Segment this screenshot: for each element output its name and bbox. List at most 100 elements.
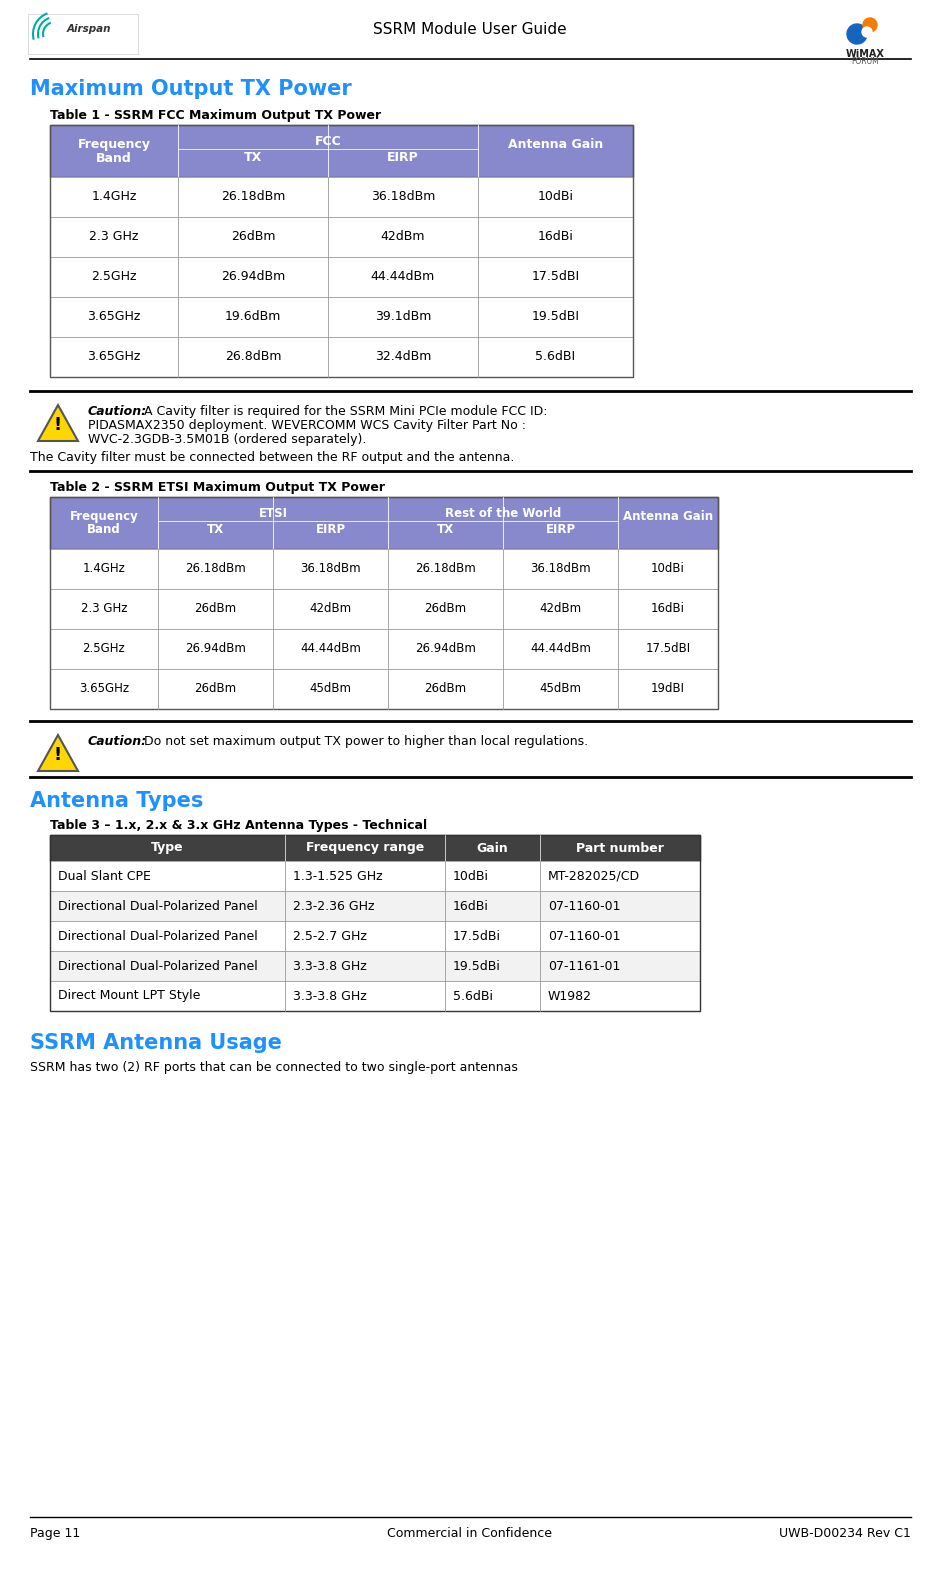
Bar [50, 921, 700, 951]
Text: 10dBi: 10dBi [453, 869, 489, 882]
Text: !: ! [54, 416, 62, 435]
Text: Commercial in Confidence: Commercial in Confidence [388, 1527, 552, 1541]
Text: 2.3-2.36 GHz: 2.3-2.36 GHz [293, 899, 375, 913]
Text: 45dBm: 45dBm [310, 683, 352, 695]
Text: Directional Dual-Polarized Panel: Directional Dual-Polarized Panel [58, 960, 258, 973]
Text: SSRM Module User Guide: SSRM Module User Guide [374, 22, 566, 36]
Text: EIRP: EIRP [315, 522, 345, 537]
Text: Table 1 - SSRM FCC Maximum Output TX Power: Table 1 - SSRM FCC Maximum Output TX Pow… [50, 108, 381, 122]
Text: W1982: W1982 [548, 990, 592, 1003]
Text: Frequency range: Frequency range [306, 841, 424, 855]
Text: Do not set maximum output TX power to higher than local regulations.: Do not set maximum output TX power to hi… [140, 734, 588, 748]
Bar [50, 337, 633, 377]
Text: 26dBm: 26dBm [231, 231, 276, 243]
Text: 3.65GHz: 3.65GHz [88, 350, 141, 364]
Circle shape [862, 27, 872, 38]
Text: Frequency: Frequency [77, 138, 151, 151]
Text: FCC: FCC [314, 135, 342, 147]
Text: WiMAX: WiMAX [846, 49, 885, 60]
Text: 19.5dBi: 19.5dBi [453, 960, 501, 973]
Text: 3.3-3.8 GHz: 3.3-3.8 GHz [293, 960, 367, 973]
Bar [50, 257, 633, 297]
Polygon shape [38, 734, 78, 770]
Bar [50, 835, 700, 861]
Text: EIRP: EIRP [546, 522, 576, 537]
Text: Directional Dual-Polarized Panel: Directional Dual-Polarized Panel [58, 929, 258, 943]
Text: ETSI: ETSI [259, 507, 288, 519]
Bar [50, 588, 718, 629]
Text: 5.6dBi: 5.6dBi [453, 990, 493, 1003]
Bar [50, 297, 633, 337]
Bar [50, 921, 700, 951]
Text: 26dBm: 26dBm [424, 683, 467, 695]
Text: 26.94dBm: 26.94dBm [415, 642, 476, 656]
Text: 10dBi: 10dBi [537, 190, 573, 204]
Text: 2.5-2.7 GHz: 2.5-2.7 GHz [293, 929, 367, 943]
Text: 26.18dBm: 26.18dBm [221, 190, 285, 204]
Text: 17.5dBI: 17.5dBI [646, 642, 691, 656]
Text: The Cavity filter must be connected between the RF output and the antenna.: The Cavity filter must be connected betw… [30, 450, 515, 464]
Text: 07-1161-01: 07-1161-01 [548, 960, 620, 973]
Text: Antenna Gain: Antenna Gain [623, 510, 713, 522]
Text: 3.65GHz: 3.65GHz [79, 683, 129, 695]
Text: 16dBi: 16dBi [537, 231, 573, 243]
Text: Table 2 - SSRM ETSI Maximum Output TX Power: Table 2 - SSRM ETSI Maximum Output TX Po… [50, 482, 385, 494]
Text: 36.18dBm: 36.18dBm [300, 563, 360, 576]
Text: 3.65GHz: 3.65GHz [88, 311, 141, 323]
Text: 26.18dBm: 26.18dBm [185, 563, 246, 576]
Bar [50, 126, 633, 377]
Text: Part number: Part number [576, 841, 664, 855]
Bar [50, 629, 718, 668]
Text: 26.94dBm: 26.94dBm [221, 270, 285, 284]
Text: FORUM: FORUM [851, 56, 879, 66]
Bar [50, 297, 633, 337]
Text: SSRM Antenna Usage: SSRM Antenna Usage [30, 1032, 282, 1053]
Text: 26.8dBm: 26.8dBm [225, 350, 281, 364]
Text: WVC-2.3GDB-3.5M01B (ordered separately).: WVC-2.3GDB-3.5M01B (ordered separately). [88, 433, 366, 446]
Bar [50, 497, 718, 549]
Text: Antenna Gain: Antenna Gain [508, 138, 603, 151]
Text: MT-282025/CD: MT-282025/CD [548, 869, 640, 882]
Bar [50, 549, 718, 588]
Bar [50, 891, 700, 921]
Text: 26.18dBm: 26.18dBm [415, 563, 476, 576]
Text: 1.4GHz: 1.4GHz [91, 190, 136, 204]
Text: 44.44dBm: 44.44dBm [300, 642, 361, 656]
Text: 07-1160-01: 07-1160-01 [548, 929, 620, 943]
Text: 1.4GHz: 1.4GHz [83, 563, 125, 576]
Bar [50, 549, 718, 588]
Bar [50, 861, 700, 891]
Bar [50, 981, 700, 1010]
Text: Caution:: Caution: [88, 405, 147, 417]
Bar [50, 891, 700, 921]
Text: Antenna Types: Antenna Types [30, 791, 203, 811]
Bar [50, 177, 633, 217]
Text: !: ! [54, 745, 62, 764]
Text: TX: TX [244, 151, 263, 165]
Text: 1.3-1.525 GHz: 1.3-1.525 GHz [293, 869, 383, 882]
Bar [50, 668, 718, 709]
Text: 26.94dBm: 26.94dBm [185, 642, 246, 656]
Bar [50, 217, 633, 257]
Text: Frequency: Frequency [70, 510, 138, 522]
Text: 2.3 GHz: 2.3 GHz [81, 602, 127, 615]
Text: Caution:: Caution: [88, 734, 147, 748]
Bar [50, 951, 700, 981]
Text: 42dBm: 42dBm [310, 602, 352, 615]
Bar [50, 629, 718, 668]
Bar [50, 861, 700, 891]
Bar [50, 126, 633, 177]
Text: 39.1dBm: 39.1dBm [375, 311, 431, 323]
Text: 36.18dBm: 36.18dBm [371, 190, 435, 204]
Text: 2.5GHz: 2.5GHz [83, 642, 125, 656]
Text: 07-1160-01: 07-1160-01 [548, 899, 620, 913]
Bar [50, 588, 718, 629]
Text: TX: TX [207, 522, 224, 537]
Text: TX: TX [437, 522, 455, 537]
Text: EIRP: EIRP [387, 151, 419, 165]
Text: 32.4dBm: 32.4dBm [375, 350, 431, 364]
Bar [50, 497, 718, 549]
Text: 16dBi: 16dBi [651, 602, 685, 615]
Text: 44.44dBm: 44.44dBm [530, 642, 591, 656]
Text: 26dBm: 26dBm [195, 602, 236, 615]
